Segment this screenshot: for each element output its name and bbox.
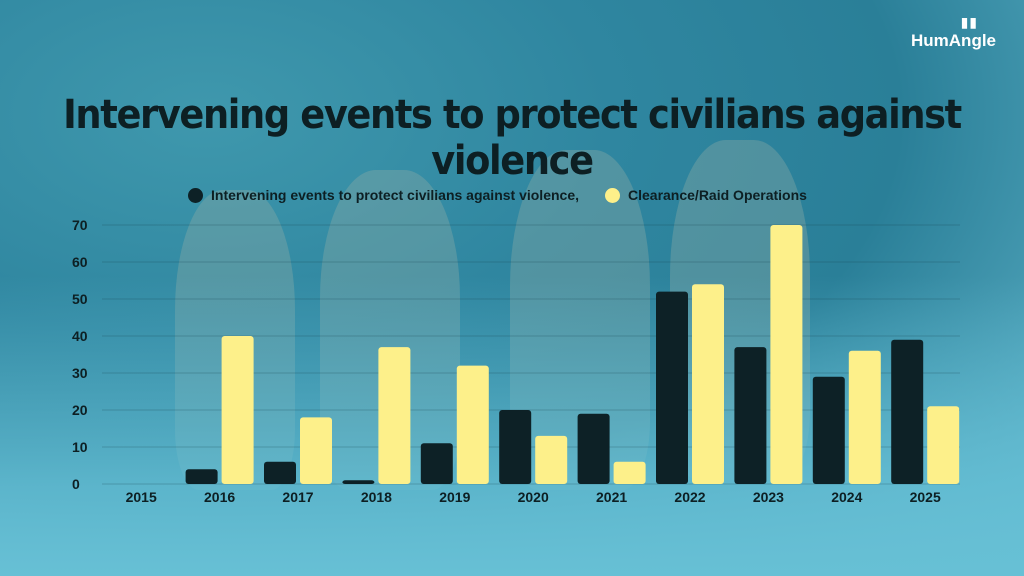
x-tick-label: 2024 [831,489,862,505]
x-tick-label: 2018 [361,489,392,505]
bar-intervening [812,376,845,484]
chart-legend: Intervening events to protect civilians … [188,187,833,203]
bar-clearance [692,284,724,484]
bar-intervening [734,347,767,484]
signal-bars-icon: ▮▮ [960,14,978,30]
y-tick-label: 30 [72,365,88,381]
legend-swatch-dark [188,187,203,203]
bar-intervening [264,461,296,484]
x-tick-label: 2015 [126,489,157,505]
bar-intervening [499,410,532,484]
legend-item-intervening: Intervening events to protect civilians … [188,187,579,203]
bar-clearance [378,347,411,484]
bar-clearance [535,435,568,484]
y-tick-label: 40 [72,328,88,344]
y-tick-label: 60 [72,254,88,270]
x-tick-label: 2019 [439,489,470,505]
bar-clearance [613,461,646,484]
bar-clearance [221,336,254,484]
x-tick-label: 2021 [596,489,627,505]
brand-logo: ▮▮ HumAngle [911,14,996,51]
y-tick-label: 70 [72,217,88,233]
bar-intervening [656,291,688,484]
brand-name: HumAngle [911,31,996,50]
bar-intervening [342,480,375,484]
x-tick-label: 2020 [518,489,549,505]
bar-clearance [300,417,332,484]
bar-clearance [848,350,881,484]
y-tick-label: 0 [72,476,80,492]
legend-label: Intervening events to protect civilians … [211,187,579,203]
bar-clearance [770,225,803,484]
x-tick-label: 2023 [753,489,784,505]
y-tick-label: 20 [72,402,88,418]
legend-label: Clearance/Raid Operations [628,187,807,203]
bar-intervening [891,339,924,484]
y-tick-label: 10 [72,439,88,455]
bar-intervening [185,469,218,484]
x-tick-label: 2016 [204,489,235,505]
bar-clearance [456,365,489,484]
legend-swatch-yellow [605,187,620,203]
y-tick-label: 50 [72,291,88,307]
bar-clearance [927,406,960,484]
bar-intervening [577,413,610,484]
bar-intervening [420,443,453,484]
x-tick-label: 2017 [282,489,313,505]
x-tick-label: 2025 [910,489,941,505]
legend-item-clearance: Clearance/Raid Operations [605,187,807,203]
x-tick-label: 2022 [674,489,705,505]
chart-title: Intervening events to protect civilians … [63,92,962,184]
